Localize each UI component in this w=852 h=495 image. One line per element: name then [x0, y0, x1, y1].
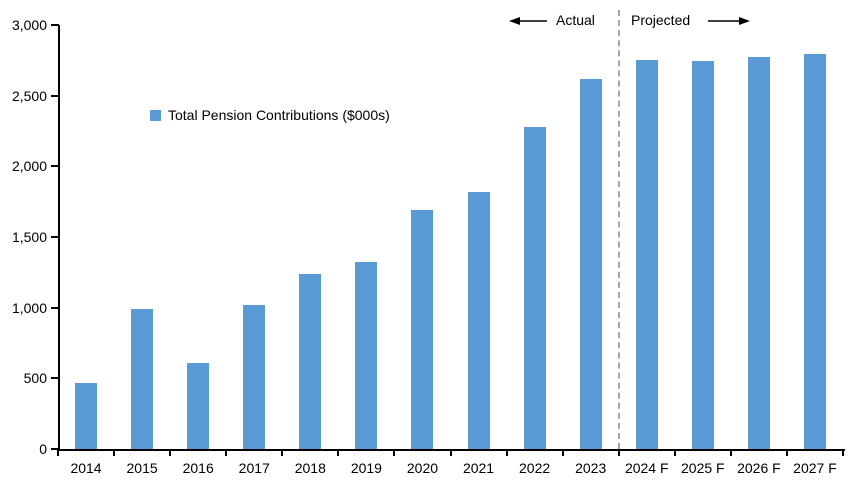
- x-tick-label: 2014: [70, 460, 102, 476]
- x-tick-label: 2027 F: [793, 460, 837, 476]
- y-tick-label: 2,500: [11, 87, 47, 104]
- y-axis-tick: [51, 236, 59, 238]
- y-tick-label: 1,000: [11, 299, 47, 316]
- actual-projected-separator: [617, 10, 620, 449]
- x-axis-tick: [225, 449, 228, 456]
- x-tick-label: 2015: [126, 460, 158, 476]
- bar-2015: [131, 309, 154, 449]
- x-axis-tick: [729, 449, 732, 456]
- y-tick-label: 3,000: [11, 17, 47, 33]
- bar-2014: [75, 382, 98, 449]
- projected-label: Projected: [631, 12, 691, 28]
- x-tick-label: 2017: [238, 460, 270, 476]
- x-axis-tick: [673, 449, 676, 456]
- y-axis-tick: [51, 165, 59, 168]
- x-tick-label: 2019: [350, 460, 382, 476]
- actual-label: Actual: [556, 12, 595, 28]
- bar-2020: [411, 210, 434, 449]
- x-axis-tick: [785, 449, 788, 456]
- bar-2024-f: [635, 59, 658, 449]
- actual-arrow-left-icon: [509, 17, 547, 25]
- x-tick-label: 2020: [406, 460, 439, 476]
- y-tick-label: 0: [39, 441, 47, 457]
- x-tick-label: 2022: [519, 460, 551, 476]
- bar-2026-f: [747, 56, 770, 449]
- legend: Total Pension Contributions ($000s): [150, 107, 390, 123]
- x-axis-tick: [561, 449, 564, 456]
- bar-2016: [187, 362, 210, 449]
- y-tick-label: 500: [23, 370, 47, 387]
- x-tick-label: 2023: [575, 460, 607, 476]
- y-tick-label: 1,500: [11, 229, 47, 245]
- x-tick-label: 2016: [182, 460, 214, 476]
- legend-swatch-icon: [150, 109, 161, 121]
- x-tick-label: 2026 F: [737, 460, 781, 476]
- x-axis-tick: [393, 449, 396, 456]
- y-axis-tick: [51, 448, 59, 450]
- x-tick-label: 2018: [294, 460, 326, 476]
- x-axis-tick: [281, 449, 284, 456]
- y-axis-tick: [51, 377, 59, 380]
- x-axis-tick: [842, 449, 844, 456]
- x-axis-tick: [169, 449, 172, 456]
- bar-2023: [579, 79, 602, 449]
- bar-2025-f: [691, 61, 714, 449]
- x-tick-label: 2021: [462, 460, 495, 476]
- bar-2018: [299, 273, 322, 449]
- bar-2021: [467, 191, 490, 449]
- bar-2019: [355, 262, 378, 449]
- x-axis-tick: [113, 449, 116, 456]
- plot-area: [58, 25, 845, 451]
- bar-2017: [243, 304, 266, 449]
- y-axis-tick: [51, 24, 59, 26]
- projected-arrow-right-icon: [708, 17, 750, 25]
- bar-2027-f: [803, 53, 826, 449]
- x-axis-tick: [505, 449, 508, 456]
- y-axis-tick: [51, 94, 59, 97]
- x-axis-tick: [57, 449, 59, 456]
- y-axis-tick: [51, 306, 59, 309]
- x-tick-label: 2025 F: [681, 460, 725, 476]
- x-axis-tick: [449, 449, 452, 456]
- x-tick-label: 2024 F: [624, 460, 669, 476]
- x-axis-tick: [617, 449, 620, 456]
- x-axis-tick: [337, 449, 340, 456]
- legend-label: Total Pension Contributions ($000s): [168, 107, 390, 123]
- bar-2022: [523, 126, 546, 449]
- y-tick-label: 2,000: [11, 158, 47, 175]
